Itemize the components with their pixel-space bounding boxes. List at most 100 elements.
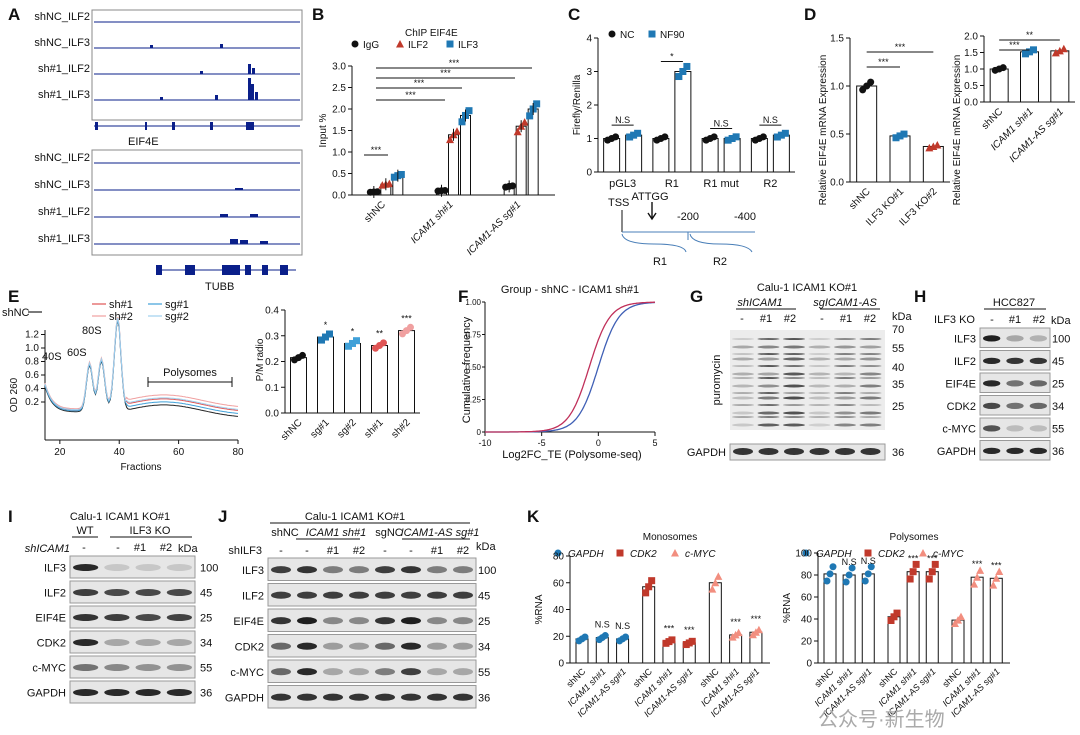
panel-letter-J: J: [218, 507, 227, 526]
blot-band: [401, 642, 421, 650]
chart-F-tick-label: -5: [538, 438, 546, 448]
chart-B-y-tick-label: 0.5: [332, 169, 346, 180]
J-kda: 34: [478, 641, 490, 653]
G-lane-band: [732, 365, 754, 367]
promoter-region: R1: [653, 256, 667, 268]
chart-C-point: [661, 133, 669, 141]
chart-C-point: [683, 62, 691, 70]
promoter-brace-r1: [621, 233, 687, 253]
legend-label: sg#1: [165, 299, 189, 311]
chart-D2-point: [999, 64, 1007, 72]
J-lane: #1: [431, 545, 443, 557]
G-lane-band: [732, 392, 754, 394]
chart-D2-bar: [1050, 50, 1070, 103]
panel-letter-E: E: [8, 287, 19, 306]
chart-K2-sig: ***: [927, 554, 938, 564]
G-kda: 55: [892, 343, 904, 355]
G-group: sgICAM1-AS: [813, 297, 877, 309]
blot-band: [453, 693, 473, 701]
I-group: ILF3 KO: [130, 525, 171, 537]
chart-C-point: [781, 129, 789, 137]
J-kda-label: kDa: [476, 541, 496, 553]
J-lane: -: [305, 545, 309, 557]
G-lane-band: [834, 345, 856, 349]
blot-band: [104, 564, 130, 571]
blot-band: [73, 664, 99, 671]
legend-label: ILF3: [458, 40, 478, 51]
chart-K1-bar: [708, 582, 722, 664]
chart-D2-sig: **: [1026, 30, 1034, 40]
J-cond: shILF3: [228, 545, 262, 557]
chart-D1-point: [896, 132, 904, 140]
chart-E2-bar: [398, 330, 415, 414]
chart-D1-point: [933, 141, 942, 149]
track-label: sh#1_ILF2: [38, 63, 90, 75]
chart-K2-point: [823, 577, 831, 585]
chart-C-sig: *: [670, 52, 674, 62]
blot-strip: [69, 605, 196, 629]
chart-F-series: [485, 301, 656, 433]
I-kda: 55: [200, 663, 212, 675]
chart-E2-category: shNC: [279, 417, 304, 442]
I-lane: #2: [160, 542, 172, 554]
G-lane-band: [859, 372, 882, 376]
chart-D2-category: shNC: [980, 106, 1005, 131]
legend-label: sg#2: [165, 311, 189, 323]
blot-band: [323, 642, 343, 650]
chart-D1-point: [892, 134, 900, 142]
J-lane: -: [409, 545, 413, 557]
chart-E2-point: [345, 342, 352, 350]
blot-band: [349, 642, 369, 650]
blot-strip: [69, 630, 196, 654]
blot-band: [135, 689, 161, 696]
chart-D1-bar: [922, 145, 944, 183]
track-label: shNC_ILF3: [34, 179, 90, 191]
chart-B-point: [509, 182, 517, 190]
I-row-label: CDK2: [37, 638, 66, 650]
blot-band: [1006, 335, 1024, 342]
chart-C-bar: [625, 134, 643, 173]
chart-K2-sig: N.S: [842, 557, 857, 567]
chart-B-sig: ***: [440, 68, 451, 78]
chart-K1-y-tick-label: 0: [558, 659, 564, 670]
G-blot-label: puromycin: [711, 355, 723, 406]
H-row-label: c-MYC: [942, 423, 976, 435]
blot-band: [104, 689, 130, 696]
H-row-label: ILF3: [954, 333, 976, 345]
chart-E1-series: [44, 317, 239, 410]
chart-K2-point: [925, 575, 933, 583]
J-row-label: GAPDH: [225, 692, 264, 704]
promoter-tick: -200: [677, 211, 699, 223]
chart-K1-y-tick-label: 20: [553, 632, 565, 643]
blot-strip: [69, 655, 196, 679]
chart-K1-sig: ***: [730, 617, 741, 627]
chart-C-point: [728, 135, 736, 142]
I-kda: 34: [200, 638, 212, 650]
chart-B-ylabel: Input %: [318, 113, 329, 147]
panel-letter-D: D: [804, 5, 816, 24]
G-lane-band: [757, 357, 780, 361]
chart-B-y-tick-label: 3.0: [332, 62, 346, 73]
blot-strip: [267, 608, 477, 632]
I-row-label: ILF2: [44, 588, 66, 600]
exon: [280, 265, 288, 275]
I-kda: 45: [200, 588, 212, 600]
legend-label: c-MYC: [685, 549, 716, 560]
chart-B-sig: ***: [371, 145, 382, 155]
chart-D2-sig: ***: [1009, 40, 1020, 50]
chart-E2-category: sg#2: [336, 417, 359, 440]
chart-C-point: [679, 68, 687, 75]
J-lane: #1: [327, 545, 339, 557]
G-lane-band: [808, 345, 831, 349]
blot-band: [135, 589, 161, 596]
G-lane: #1: [840, 313, 852, 325]
I-kda: 36: [200, 688, 212, 700]
chart-C-bar: [701, 138, 719, 173]
G-lane-band: [732, 411, 754, 415]
blot-band: [375, 668, 395, 676]
legend-label: sh#2: [109, 311, 133, 323]
chart-B-sig: ***: [449, 58, 460, 68]
chart-D2-y-tick-label: 0.5: [964, 81, 978, 92]
blot-band: [401, 566, 421, 574]
blot-band: [271, 693, 291, 701]
